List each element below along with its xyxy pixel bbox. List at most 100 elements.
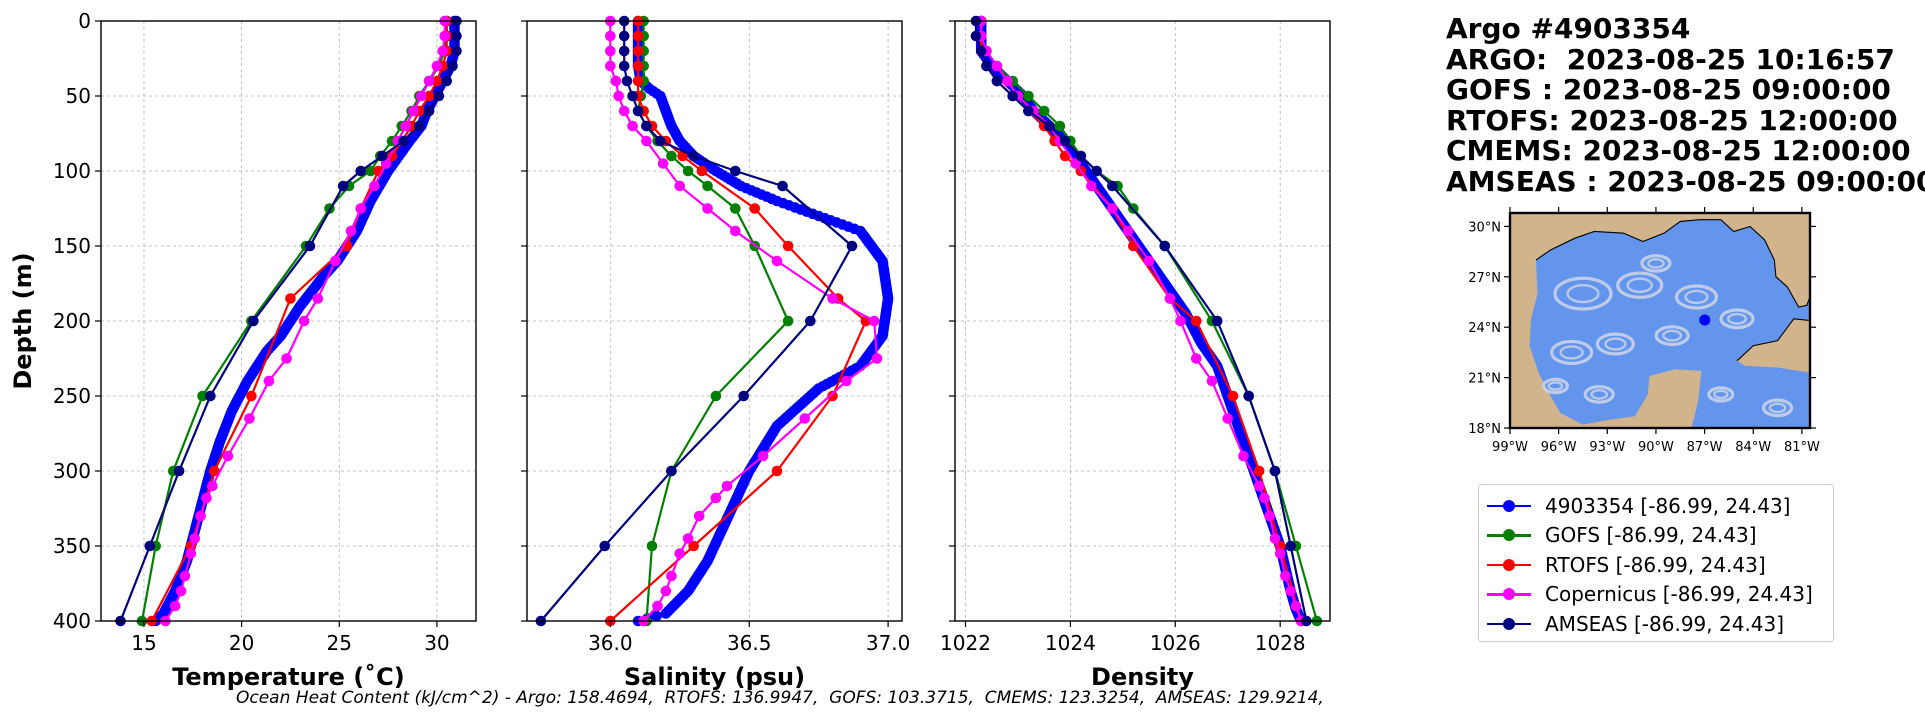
- series-gofs-point: [1023, 90, 1034, 102]
- series-amseas-point: [618, 60, 630, 72]
- series-amseas-point: [398, 135, 410, 147]
- map-lat-label: 18°N: [1468, 422, 1501, 437]
- series-copernicus-point: [674, 548, 686, 559]
- series-gofs-point: [1038, 105, 1050, 117]
- series-copernicus-point: [1290, 600, 1302, 612]
- map-streamline: [1707, 386, 1735, 403]
- series-rtofs-point: [632, 75, 644, 87]
- series-copernicus-point: [175, 585, 187, 597]
- series-amseas-point: [777, 180, 788, 192]
- series-rtofs-point: [632, 45, 644, 57]
- series-amseas-point: [1211, 315, 1223, 327]
- series-rtofs-point: [1227, 390, 1239, 402]
- legend-label-gofs: GOFS [-86.99, 24.43]: [1545, 523, 1757, 548]
- series-rtofs-point: [246, 390, 257, 402]
- series-copernicus-point: [693, 510, 705, 522]
- series-amseas-point: [1044, 120, 1055, 132]
- x-axis-label: Temperature (˚C): [172, 663, 405, 691]
- series-amseas-point: [991, 75, 1003, 87]
- series-copernicus-point: [627, 120, 638, 132]
- series-copernicus-point: [757, 450, 769, 462]
- series-copernicus-point: [657, 158, 669, 169]
- series-amseas-point: [1269, 465, 1281, 477]
- legend-swatch-copernicus: [1487, 584, 1531, 604]
- y-tick-label: 250: [53, 384, 91, 408]
- series-amseas-point: [846, 240, 858, 252]
- panel-density: 1022 1024 1026 1028 Density: [940, 15, 1331, 691]
- series-rtofs-point: [285, 293, 296, 304]
- legend-swatch-gofs: [1487, 525, 1531, 545]
- series-rtofs-point: [1253, 465, 1265, 477]
- series-amseas-point: [441, 75, 453, 87]
- x-tick-label: 36.0: [588, 631, 633, 655]
- map-streamline: [1684, 289, 1709, 305]
- series-amseas-point: [618, 30, 630, 42]
- map-argo-marker: [1699, 314, 1711, 326]
- series-copernicus-point: [1122, 225, 1134, 237]
- series-amseas-point: [144, 540, 156, 552]
- y-tick-label: 0: [78, 9, 91, 33]
- series-copernicus-point: [1259, 492, 1270, 504]
- series-amseas-point: [1059, 135, 1071, 147]
- series-amseas-point: [1091, 165, 1102, 177]
- y-axis-label: Depth (m): [9, 252, 37, 389]
- series-copernicus-point: [666, 570, 677, 582]
- legend-swatch-argo: [1487, 496, 1531, 516]
- series-copernicus-point: [263, 375, 275, 387]
- map-lon-label: 90°W: [1638, 440, 1674, 455]
- series-amseas-point: [666, 465, 677, 477]
- inset-map: 30°N 27°N 24°N 21°N 18°N 99°W 96°W 93°W 90°W 87°W…: [1468, 207, 1820, 455]
- map-streamline: [1727, 312, 1748, 325]
- series-amseas-point: [655, 135, 666, 147]
- legend-item-amseas: AMSEAS [-86.99, 24.43]: [1487, 609, 1825, 639]
- title-gofs-time: GOFS : 2023-08-25 09:00:00: [1446, 73, 1891, 106]
- map-lon-label: 99°W: [1492, 440, 1528, 455]
- series-amseas-point: [337, 180, 349, 192]
- x-tick-label: 36.5: [727, 631, 772, 655]
- legend-item-copernicus: Copernicus [-86.99, 24.43]: [1487, 580, 1825, 610]
- map-streamline: [1547, 381, 1564, 391]
- y-tick-label: 400: [53, 609, 91, 633]
- series-amseas-point: [730, 165, 741, 177]
- legend-label-rtofs: RTOFS [-86.99, 24.43]: [1545, 552, 1766, 577]
- series-copernicus-point: [1175, 315, 1186, 327]
- series-rtofs-point: [632, 30, 644, 42]
- series-gofs-point: [782, 315, 794, 327]
- series-amseas-point: [618, 45, 630, 57]
- series-copernicus-point: [1274, 548, 1286, 559]
- legend-swatch-amseas: [1487, 614, 1531, 634]
- series-copernicus-point: [605, 30, 616, 42]
- panel-temperature: 0 50 100 150 200 250 300 350 400 15 20 25 30 Temperat…: [9, 9, 477, 691]
- series-amseas-point: [627, 90, 638, 102]
- series-rtofs-point: [423, 90, 435, 102]
- series-copernicus-point: [1070, 158, 1081, 169]
- map-streamline: [1654, 325, 1690, 347]
- series-amseas-point: [738, 390, 749, 402]
- map-lat-label: 30°N: [1468, 220, 1501, 235]
- series-rtofs-point: [632, 60, 644, 72]
- map-streamline: [1647, 257, 1665, 269]
- series-copernicus-point: [281, 353, 292, 364]
- series-amseas-point: [173, 465, 185, 477]
- map-lon-label: 84°W: [1735, 440, 1771, 455]
- map-streamline: [1559, 345, 1584, 360]
- series-copernicus-point: [674, 180, 686, 192]
- series-amseas-point: [423, 105, 435, 117]
- series-copernicus-point: [771, 255, 783, 267]
- series-argo-point: [660, 608, 672, 619]
- series-amseas-point: [599, 540, 611, 552]
- x-tick-label: 1026: [1150, 631, 1201, 655]
- map-streamline: [1719, 308, 1755, 330]
- series-copernicus-point: [1190, 353, 1202, 364]
- series-copernicus-point: [423, 75, 435, 87]
- series-copernicus-point: [641, 135, 652, 147]
- series-copernicus-point: [439, 30, 451, 42]
- series-rtofs-point: [208, 465, 220, 477]
- series-copernicus-point: [185, 548, 197, 559]
- series-copernicus-point: [652, 600, 663, 612]
- series-amseas-point: [975, 45, 987, 57]
- series-amseas-point: [355, 165, 367, 177]
- series-copernicus-point: [1238, 450, 1249, 462]
- series-copernicus-point: [408, 105, 419, 117]
